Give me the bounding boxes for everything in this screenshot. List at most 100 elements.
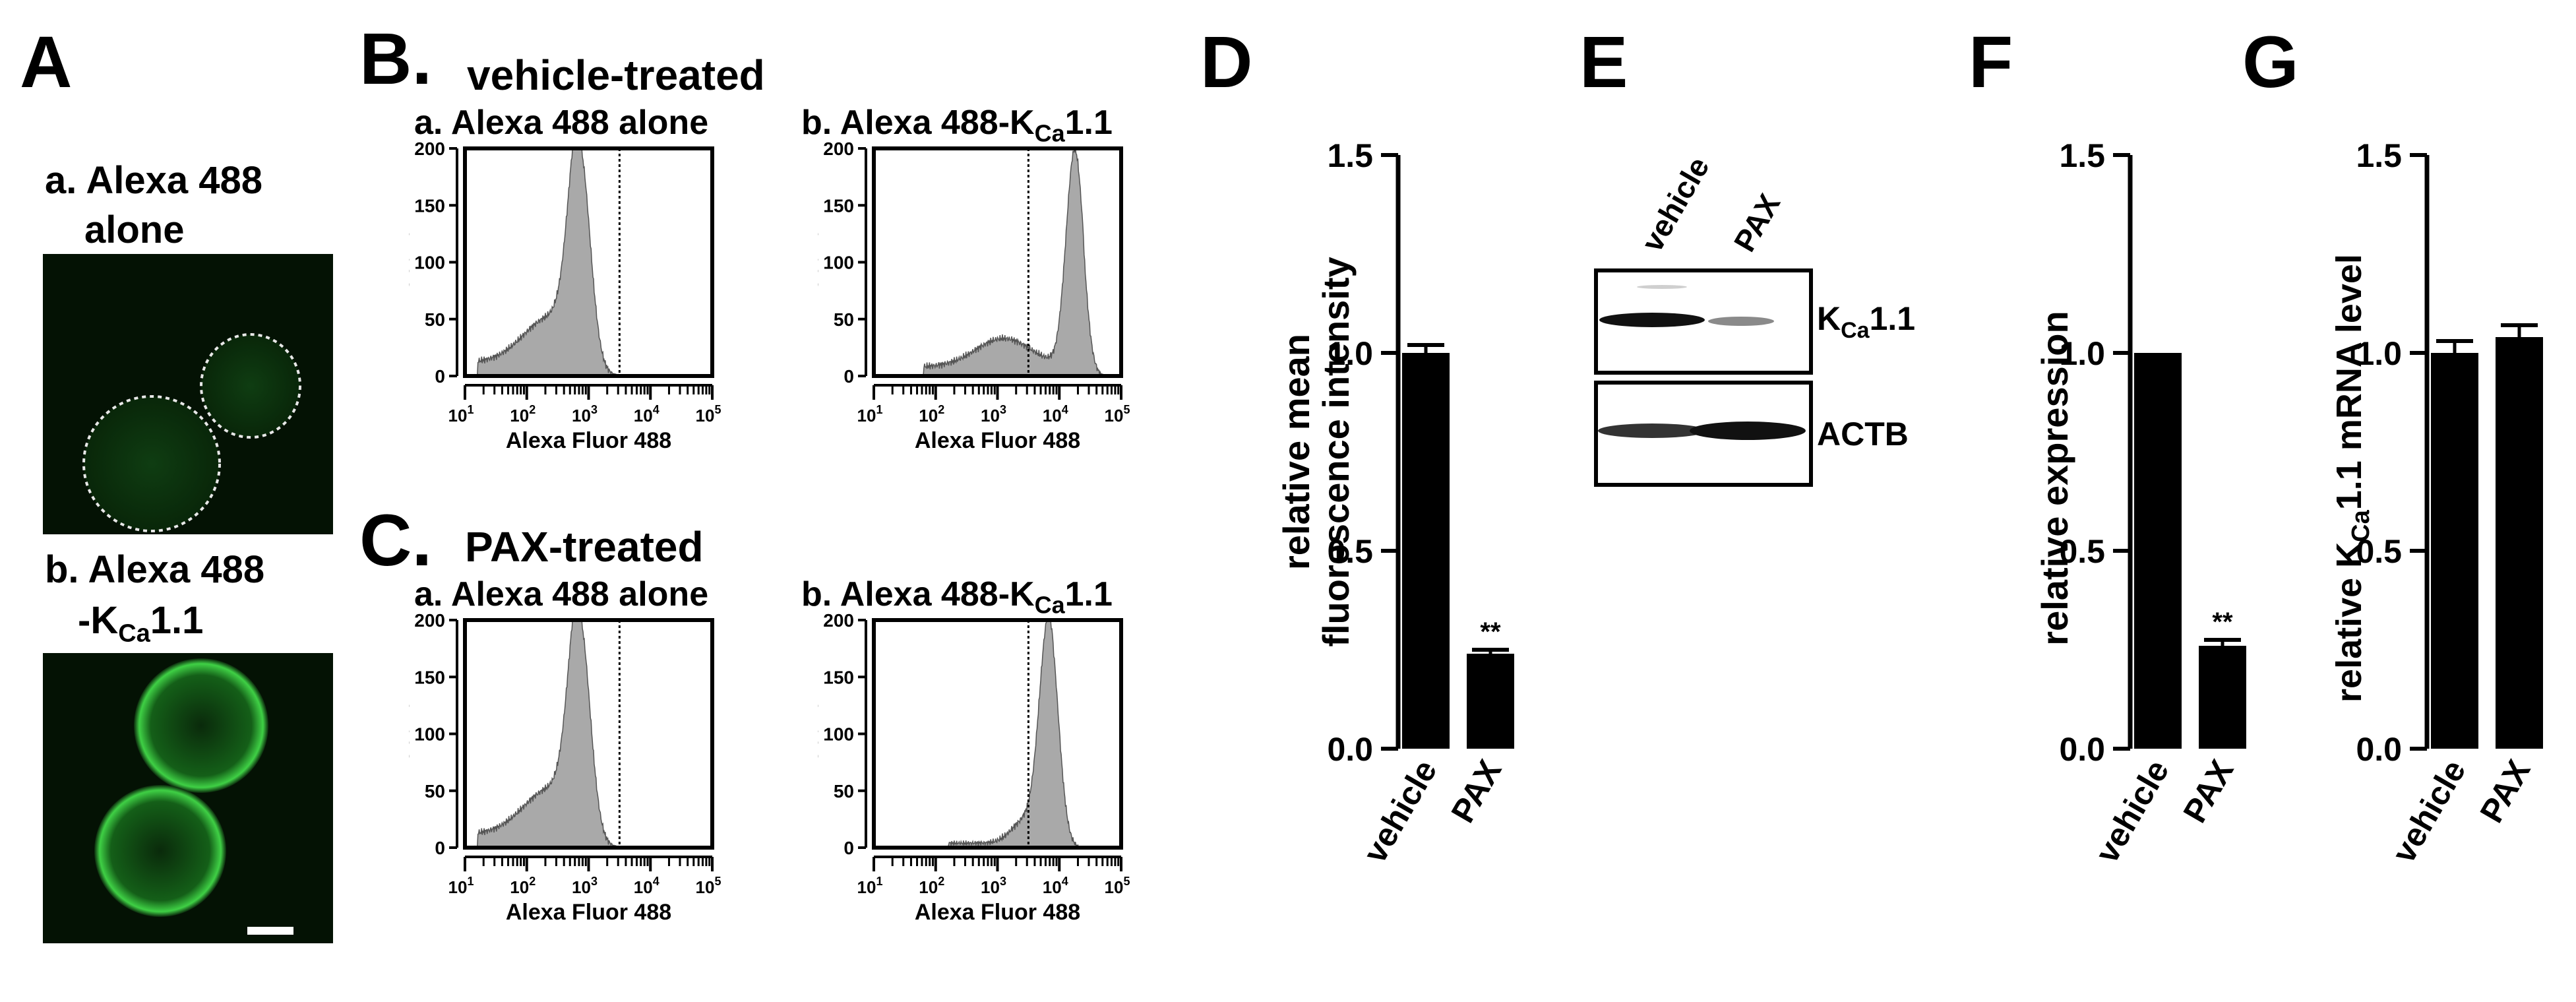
x-tick-label: 101 <box>857 875 883 897</box>
band-actb-vehicle <box>1598 423 1706 438</box>
histogram-area <box>874 619 1121 848</box>
y-tick-label: 200 <box>823 613 854 631</box>
x-axis-label: Alexa Fluor 488 <box>506 428 671 453</box>
y-axis-label: relative mean <box>1275 334 1317 570</box>
band-actb-pax <box>1690 422 1806 440</box>
band-kca-vehicle <box>1599 313 1705 327</box>
panel-a-b-title-line1: b. Alexa 488 <box>45 548 265 591</box>
y-tick-label: 50 <box>834 309 854 330</box>
y-tick-label: 0 <box>843 838 854 858</box>
x-tick-label: 101 <box>857 403 883 425</box>
x-tick-label: 103 <box>572 875 598 897</box>
blot-kca-box <box>1594 268 1813 375</box>
y-tick-label: 0 <box>435 366 445 387</box>
y-tick-label: 0.0 <box>1327 731 1373 768</box>
panel-label-d: D <box>1200 22 1253 103</box>
band-kca-pax <box>1708 317 1774 326</box>
panel-c-b-title: b. Alexa 488-KCa1.1 <box>801 577 1113 617</box>
histogram-vehicle-alexa-alone: 0 50 100 150 200 Count 101 102 103 104 105 Alexa Fl… <box>390 139 778 478</box>
x-tick-label: vehicle <box>2088 754 2176 865</box>
x-tick-label: 104 <box>634 875 659 897</box>
y-tick-label: 100 <box>823 253 854 273</box>
y-tick-label: 0.0 <box>2356 731 2402 768</box>
x-tick-label: 105 <box>696 403 721 425</box>
y-tick-label: 0 <box>435 838 445 858</box>
panel-a-b-title-line2: -KCa1.1 <box>78 602 203 646</box>
histogram-pax-alexa-kca: 0 50 100 150 200 Count 101 102 103 104 105 Alexa Fl… <box>799 610 1187 970</box>
panel-a-a-title-line1: a. Alexa 488 <box>45 159 262 202</box>
x-tick-label: 101 <box>448 403 474 425</box>
y-tick-label: 150 <box>414 195 445 216</box>
bar-pax <box>1467 654 1514 749</box>
panel-b-b-prefix: b. Alexa 488-K <box>801 104 1035 142</box>
panel-c-a-title: a. Alexa 488 alone <box>414 575 709 613</box>
panel-c-title: PAX-treated <box>465 523 704 571</box>
plot-frame <box>463 618 714 850</box>
significance-label: ** <box>2212 608 2233 637</box>
histogram-area <box>464 148 712 377</box>
bar-vehicle <box>1402 353 1450 749</box>
panel-a-b-sub: Ca <box>118 619 150 648</box>
x-tick-label: vehicle <box>1356 754 1444 865</box>
micrograph-alexa-alone <box>43 254 333 534</box>
y-tick-label: 200 <box>414 613 445 631</box>
panel-label-a: A <box>20 22 73 103</box>
y-tick-label: 50 <box>425 309 445 330</box>
y-tick-label: 1.0 <box>1327 335 1373 372</box>
bar-vehicle <box>2431 353 2478 749</box>
x-tick-label: PAX <box>2472 754 2537 829</box>
panel-label-e: E <box>1579 22 1628 103</box>
x-tick-label: 105 <box>1105 875 1130 897</box>
x-tick-label: 105 <box>696 875 721 897</box>
panel-b-b-sub: Ca <box>1034 119 1065 147</box>
bar-pax <box>2496 337 2543 749</box>
histogram-vehicle-alexa-kca: 0 50 100 150 200 Count 101 102 103 104 105 Alexa Fl… <box>799 139 1187 478</box>
panel-c-b-sub: Ca <box>1034 591 1065 619</box>
y-axis-label: Count <box>818 703 822 765</box>
y-tick-label: 200 <box>823 142 854 159</box>
panel-label-b: B. <box>359 18 432 100</box>
y-tick-label: 150 <box>823 667 854 687</box>
cell-membrane-1 <box>134 658 268 793</box>
bar-chart-d: 0.0 0.5 1.0 1.5 relative mean fluorescence in… <box>1240 119 1517 869</box>
y-tick-label: 0.5 <box>1327 533 1373 570</box>
x-tick-label: 102 <box>510 875 536 897</box>
x-tick-label: 101 <box>448 875 474 897</box>
band-kca-faint <box>1637 285 1687 289</box>
x-tick-label: vehicle <box>2385 754 2472 865</box>
y-tick-label: 0.5 <box>2356 533 2402 570</box>
scale-bar <box>247 927 293 935</box>
x-tick-label: 102 <box>919 875 944 897</box>
x-axis-label: Alexa Fluor 488 <box>915 428 1080 453</box>
y-tick-label: 100 <box>414 724 445 745</box>
histogram-area <box>874 148 1121 377</box>
panel-b-b-title: b. Alexa 488-KCa1.1 <box>801 106 1113 145</box>
micrograph-alexa-kca <box>43 653 333 943</box>
y-axis-label: relative expression <box>2034 311 2075 645</box>
y-tick-label: 50 <box>425 781 445 801</box>
histogram-pax-alexa-alone: 0 50 100 150 200 Count 101 102 103 104 105 Alexa Fl… <box>390 610 778 970</box>
y-tick-label: 0 <box>843 366 854 387</box>
y-axis-label: Count <box>818 232 822 293</box>
y-tick-label: 1.0 <box>2356 335 2402 372</box>
y-axis-label-line2: fluorescence intensity <box>1315 257 1357 646</box>
x-tick-label: 102 <box>510 403 536 425</box>
y-axis-label: Count <box>409 703 414 765</box>
plot-frame <box>463 146 714 378</box>
x-tick-label: 104 <box>1043 875 1068 897</box>
y-tick-label: 1.5 <box>1327 137 1373 174</box>
y-tick-label: 200 <box>414 142 445 159</box>
y-tick-label: 0.5 <box>2059 533 2105 570</box>
bar-chart-g: 0.0 0.5 1.0 1.5 relative KCa1.1 mRNA level ve… <box>2269 119 2559 869</box>
lane-label-vehicle: vehicle <box>1635 151 1716 257</box>
y-tick-label: 150 <box>414 667 445 687</box>
panel-b-b-suffix: 1.1 <box>1064 104 1113 142</box>
lane-label-pax: PAX <box>1727 188 1787 257</box>
cell-outline-2 <box>82 395 221 532</box>
western-blot: vehicle PAX KCa1.1 ACTB <box>1593 132 1922 501</box>
panel-b-title: vehicle-treated <box>467 51 765 99</box>
y-tick-label: 1.5 <box>2356 137 2402 174</box>
x-tick-label: 103 <box>572 403 598 425</box>
y-tick-label: 100 <box>823 724 854 745</box>
x-tick-label: 105 <box>1105 403 1130 425</box>
